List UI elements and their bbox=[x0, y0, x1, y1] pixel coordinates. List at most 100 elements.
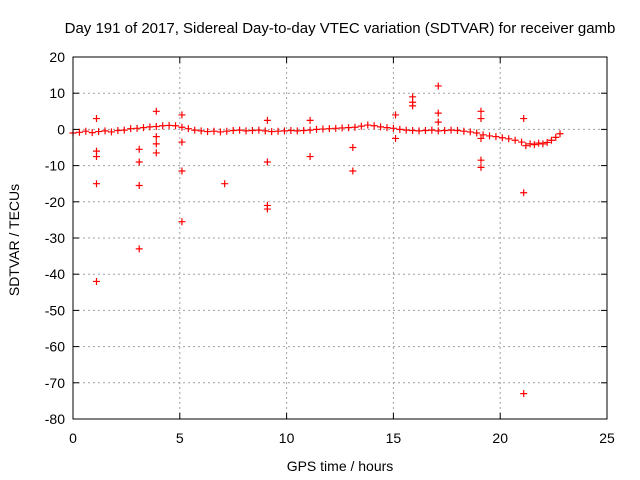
y-tick-label: -20 bbox=[45, 194, 65, 210]
data-point bbox=[345, 124, 353, 132]
data-point bbox=[178, 138, 186, 146]
data-point bbox=[434, 82, 442, 90]
data-point bbox=[473, 129, 481, 137]
data-point bbox=[92, 180, 100, 188]
data-point bbox=[223, 127, 231, 135]
data-point bbox=[95, 128, 103, 136]
data-point bbox=[135, 158, 143, 166]
data-point bbox=[498, 134, 506, 142]
data-point bbox=[447, 126, 455, 134]
data-points bbox=[69, 82, 564, 398]
data-point bbox=[210, 127, 218, 135]
y-tick-label: -50 bbox=[45, 302, 65, 318]
y-tick-label: -60 bbox=[45, 339, 65, 355]
data-point bbox=[152, 140, 160, 148]
data-point bbox=[556, 130, 564, 138]
data-point bbox=[543, 138, 551, 146]
data-point bbox=[178, 123, 186, 131]
data-point bbox=[319, 125, 327, 133]
data-point bbox=[421, 126, 429, 134]
data-point bbox=[530, 141, 538, 149]
data-point bbox=[409, 102, 417, 110]
x-tick-label: 10 bbox=[279, 430, 295, 446]
data-point bbox=[434, 118, 442, 126]
tick-labels: 0 5 10 15 20 25 20 10 0 -10 -20 -30 -40 -50 -60 -70 -80 bbox=[45, 49, 615, 446]
data-point bbox=[466, 128, 474, 136]
data-point bbox=[135, 245, 143, 253]
y-tick-label: -80 bbox=[45, 411, 65, 427]
data-point bbox=[191, 126, 199, 134]
data-point bbox=[178, 167, 186, 175]
data-point bbox=[526, 140, 534, 148]
data-point bbox=[274, 127, 282, 135]
x-tick-label: 0 bbox=[69, 430, 77, 446]
data-point bbox=[120, 126, 128, 134]
data-point bbox=[392, 111, 400, 119]
x-tick-label: 15 bbox=[386, 430, 402, 446]
y-tick-label: -70 bbox=[45, 375, 65, 391]
data-point bbox=[486, 132, 494, 140]
data-point bbox=[370, 122, 378, 130]
data-point bbox=[152, 149, 160, 157]
data-point bbox=[268, 128, 276, 136]
data-point bbox=[477, 107, 485, 115]
data-point bbox=[552, 133, 560, 141]
data-point bbox=[197, 127, 205, 135]
data-point bbox=[505, 135, 513, 143]
data-point bbox=[434, 127, 442, 135]
data-point bbox=[460, 127, 468, 135]
data-point bbox=[75, 128, 83, 136]
y-tick-label: -40 bbox=[45, 266, 65, 282]
data-point bbox=[477, 163, 485, 171]
data-point bbox=[101, 127, 109, 135]
data-point bbox=[178, 218, 186, 226]
data-point bbox=[392, 134, 400, 142]
data-point bbox=[383, 124, 391, 132]
data-point bbox=[92, 115, 100, 123]
data-point bbox=[152, 107, 160, 115]
x-tick-label: 5 bbox=[176, 430, 184, 446]
data-point bbox=[263, 158, 271, 166]
data-point bbox=[520, 390, 528, 398]
data-point bbox=[293, 127, 301, 135]
data-point bbox=[92, 153, 100, 161]
data-point bbox=[313, 125, 321, 133]
data-point bbox=[159, 122, 167, 130]
data-point bbox=[428, 126, 436, 134]
data-point bbox=[306, 126, 314, 134]
data-point bbox=[364, 121, 372, 129]
data-point bbox=[172, 122, 180, 130]
data-point bbox=[511, 136, 519, 144]
y-tick-label: 0 bbox=[57, 121, 65, 137]
data-point bbox=[522, 142, 530, 150]
data-point bbox=[402, 126, 410, 134]
data-point bbox=[135, 182, 143, 190]
data-point bbox=[520, 115, 528, 123]
data-point bbox=[152, 133, 160, 141]
x-tick-label: 20 bbox=[492, 430, 508, 446]
data-point bbox=[441, 126, 449, 134]
data-point bbox=[236, 126, 244, 134]
data-point bbox=[389, 124, 397, 132]
data-point bbox=[82, 127, 90, 135]
y-tick-label: 20 bbox=[49, 49, 65, 65]
data-point bbox=[434, 109, 442, 117]
x-axis-label: GPS time / hours bbox=[287, 458, 394, 474]
y-axis-label: SDTVAR / TECUs bbox=[6, 184, 22, 296]
data-point bbox=[242, 127, 250, 135]
data-point bbox=[280, 127, 288, 135]
data-point bbox=[165, 121, 173, 129]
y-tick-label: -10 bbox=[45, 158, 65, 174]
data-point bbox=[184, 125, 192, 133]
data-point bbox=[351, 123, 359, 131]
data-point bbox=[263, 116, 271, 124]
data-point bbox=[221, 180, 229, 188]
x-tick-label: 25 bbox=[599, 430, 615, 446]
data-point bbox=[377, 123, 385, 131]
data-point bbox=[248, 126, 256, 134]
data-point bbox=[479, 131, 487, 139]
data-point bbox=[325, 125, 333, 133]
data-point bbox=[229, 126, 237, 134]
